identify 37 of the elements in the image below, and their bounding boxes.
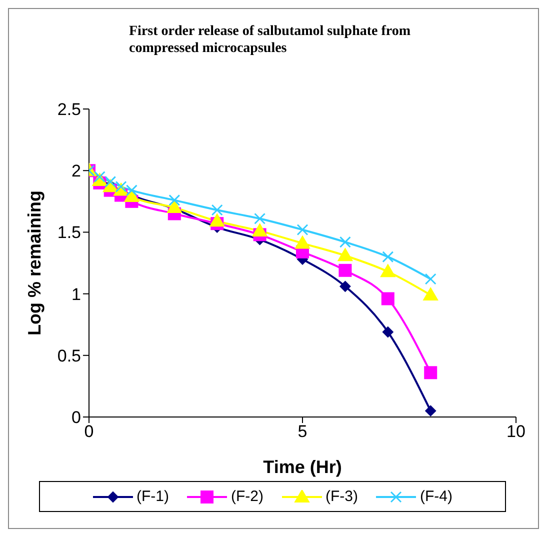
y-axis-title: Log % remaining: [24, 190, 44, 336]
legend-label: (F-3): [324, 488, 358, 505]
y-tick-label: 0.5: [57, 346, 81, 366]
point: [424, 366, 438, 380]
point: [296, 224, 308, 236]
point: [382, 251, 394, 263]
x-tick-label: 10: [506, 422, 526, 442]
point: [380, 264, 396, 278]
point: [252, 223, 268, 236]
legend-label: (F-2): [230, 488, 264, 505]
x-tick-label: 0: [84, 422, 94, 442]
y-tick-label: 1.5: [57, 223, 81, 242]
x-tick-label: 5: [298, 422, 308, 442]
legend-label: (F-1): [136, 488, 169, 505]
legend-label: (F-4): [419, 488, 452, 505]
y-tick-label: 0: [72, 408, 81, 428]
point: [339, 236, 351, 248]
chart-title: First order release of salbutamol sulphate from compressed microcapsules: [129, 23, 412, 57]
point: [381, 292, 394, 306]
y-tick-label: 1: [72, 284, 81, 304]
point: [382, 326, 394, 338]
point: [338, 264, 352, 277]
point: [168, 194, 180, 206]
point: [211, 204, 223, 216]
point: [338, 248, 353, 262]
point: [254, 212, 266, 224]
y-tick-label: 2: [72, 162, 81, 181]
y-tick-label: 2.5: [57, 100, 81, 120]
point: [115, 180, 127, 192]
point: [423, 288, 438, 301]
point: [340, 280, 351, 292]
x-axis-title: Time (Hr): [263, 457, 342, 477]
point: [104, 176, 116, 188]
point: [424, 273, 436, 285]
point: [166, 200, 182, 214]
point: [295, 236, 310, 249]
point: [425, 405, 436, 416]
